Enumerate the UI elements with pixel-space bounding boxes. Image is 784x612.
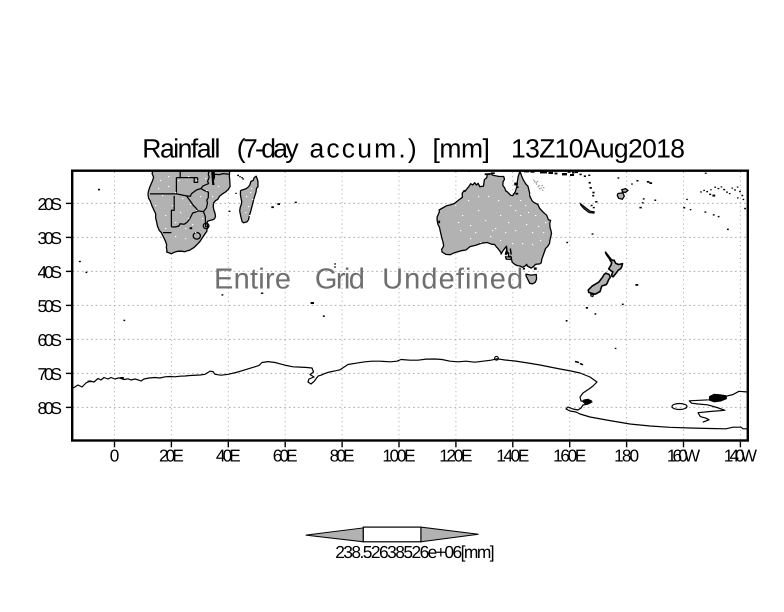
svg-text:13Z10Aug2018: 13Z10Aug2018 xyxy=(511,134,685,164)
svg-text:70S: 70S xyxy=(38,364,63,384)
svg-text:40S: 40S xyxy=(38,262,63,282)
svg-text:20S: 20S xyxy=(38,194,63,214)
svg-text:50S: 50S xyxy=(38,296,63,316)
svg-text:140W: 140W xyxy=(724,446,758,466)
svg-text:160W: 160W xyxy=(667,446,701,466)
svg-text:160E: 160E xyxy=(553,446,586,466)
svg-text:80E: 80E xyxy=(330,446,355,466)
svg-text:60S: 60S xyxy=(38,330,63,350)
svg-text:140E: 140E xyxy=(496,446,529,466)
svg-text:0: 0 xyxy=(110,446,120,466)
svg-text:80S: 80S xyxy=(38,398,63,418)
svg-text:180: 180 xyxy=(614,446,639,466)
svg-text:Entire: Entire xyxy=(214,263,291,295)
svg-text:30S: 30S xyxy=(38,228,63,248)
svg-text:accum.): accum.) xyxy=(310,134,417,164)
svg-text:60E: 60E xyxy=(273,446,298,466)
svg-text:Rainfall: Rainfall xyxy=(142,134,220,164)
svg-text:20E: 20E xyxy=(159,446,184,466)
svg-text:Undefined: Undefined xyxy=(382,263,523,295)
svg-text:40E: 40E xyxy=(216,446,241,466)
svg-text:Grid: Grid xyxy=(315,263,365,295)
svg-text:(7-day: (7-day xyxy=(237,134,300,164)
svg-text:120E: 120E xyxy=(439,446,472,466)
svg-text:100E: 100E xyxy=(382,446,415,466)
svg-text:238.52638526e+06[mm]: 238.52638526e+06[mm] xyxy=(335,542,494,562)
svg-text:[mm]: [mm] xyxy=(433,134,490,164)
